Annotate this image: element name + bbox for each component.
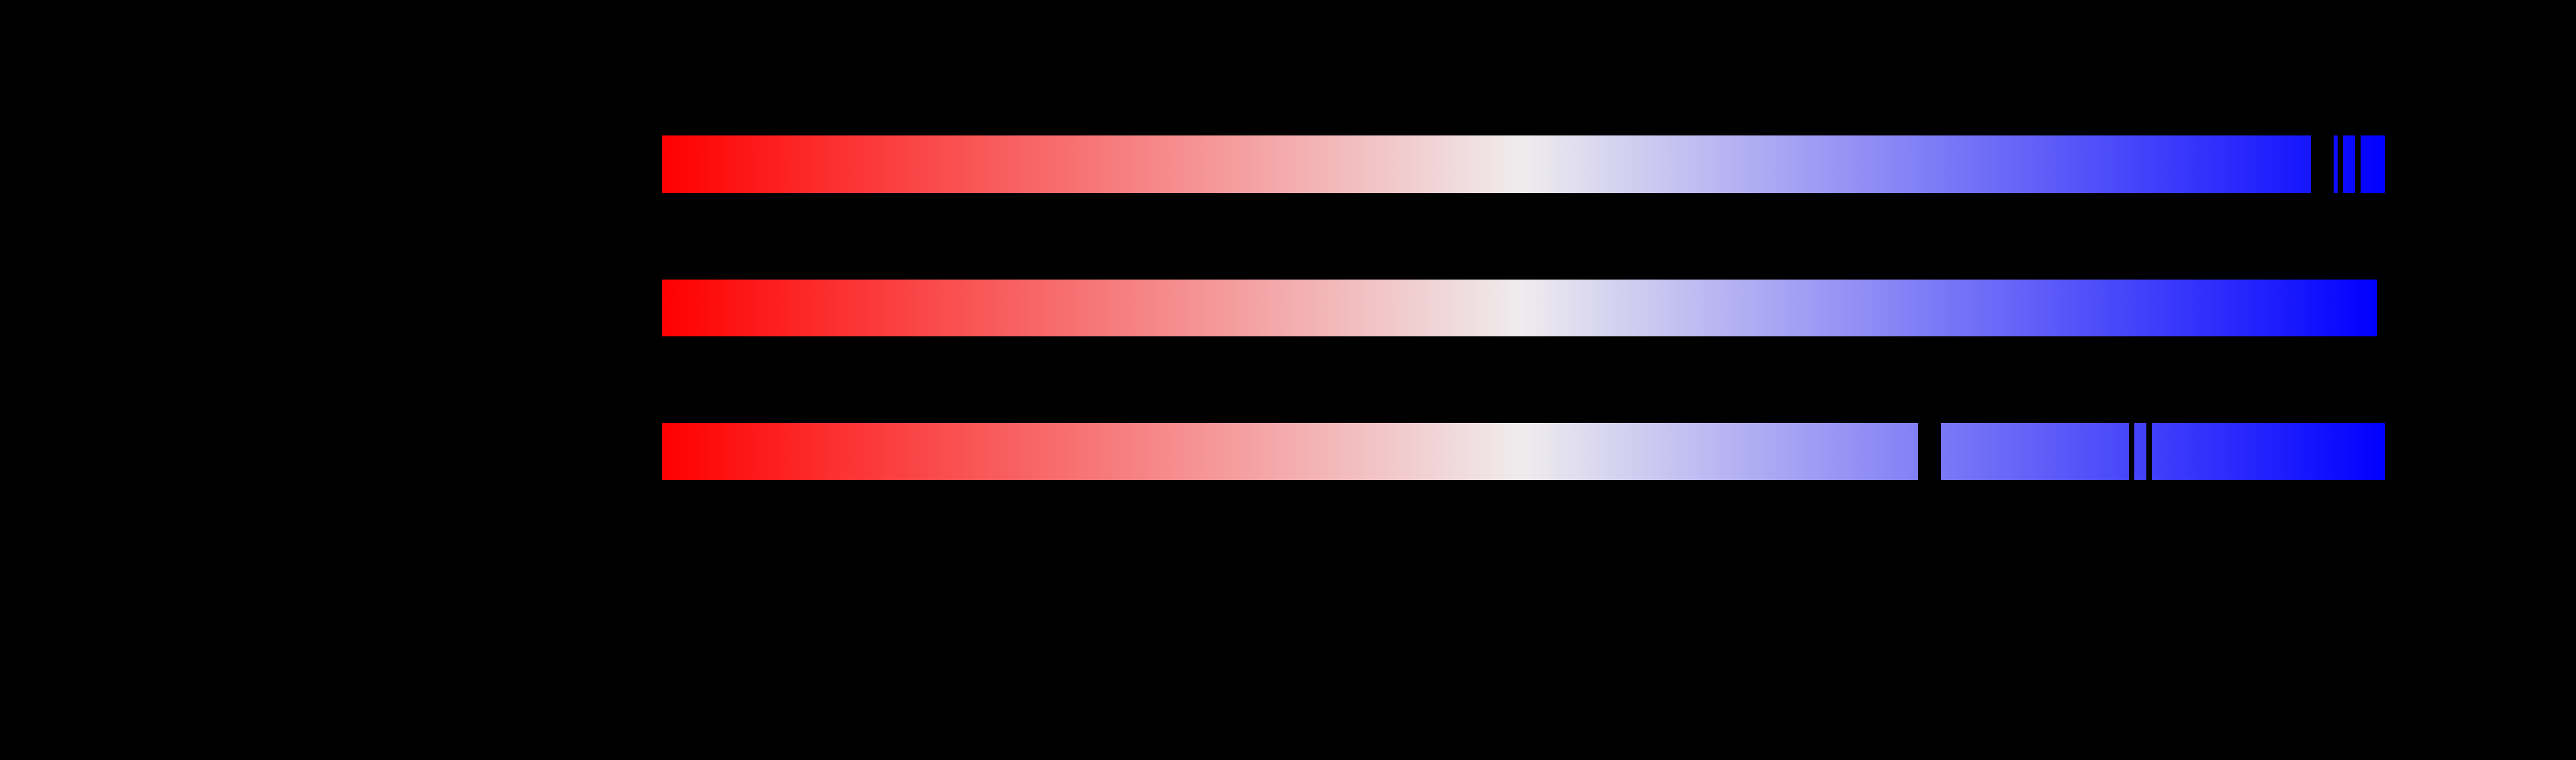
missing-data-segment	[2146, 423, 2152, 480]
missing-data-segment	[2338, 135, 2343, 193]
gradient-strip-3	[662, 423, 2385, 480]
gradient-strip-2	[662, 280, 2377, 336]
missing-data-segment	[2311, 135, 2334, 193]
missing-data-segment	[1918, 423, 1941, 480]
gradient-strip-1	[662, 135, 2385, 193]
missing-data-segment	[2355, 135, 2361, 193]
missing-data-segment	[2129, 423, 2134, 480]
